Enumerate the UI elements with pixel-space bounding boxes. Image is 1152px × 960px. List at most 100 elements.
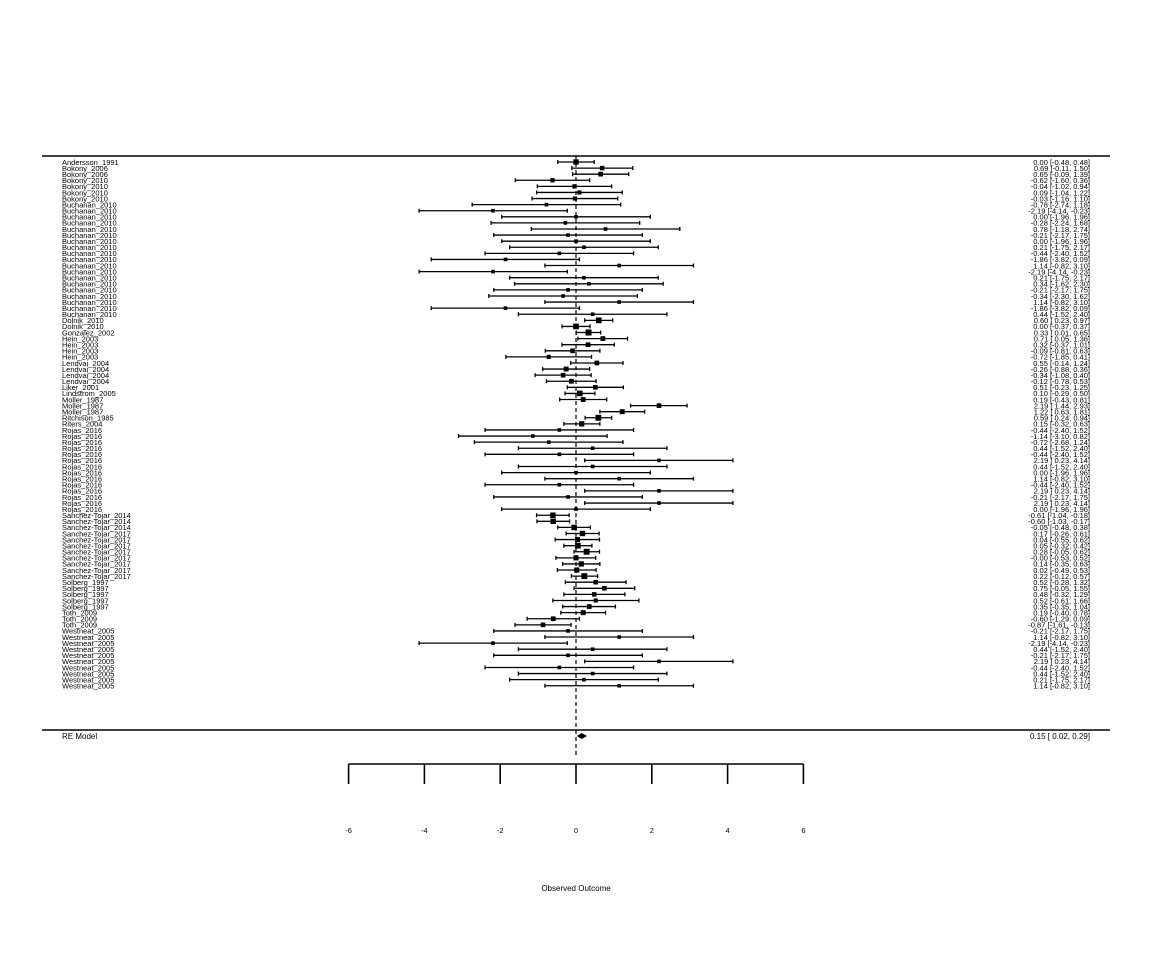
study-row: Buchanan_2010 1.14 [-0.82, 3.10] xyxy=(62,261,1090,270)
point-estimate xyxy=(550,616,556,622)
study-row: Moller_1987 1.22 [ 0.63, 1.81] xyxy=(62,407,1090,416)
study-estimate-text: -0.60 [-1.29, 0.09] xyxy=(1031,615,1090,624)
point-estimate xyxy=(544,202,549,207)
study-label: Rojas_2016 xyxy=(62,505,102,514)
point-estimate xyxy=(578,561,584,567)
point-estimate xyxy=(600,336,606,342)
study-label: Buchanan_2010 xyxy=(62,310,117,319)
study-label: Solberg_1997 xyxy=(62,602,109,611)
study-estimate-text: 0.00 [-1.96, 1.96] xyxy=(1033,505,1090,514)
study-label: Bokony_2010 xyxy=(62,176,108,185)
study-label: Dolnik_2010 xyxy=(62,322,104,331)
point-estimate xyxy=(560,372,566,378)
study-estimate-text: 2.19 [ 0.23, 4.14] xyxy=(1034,499,1090,508)
study-estimate-text: 0.10 [-0.29, 0.50] xyxy=(1033,389,1090,398)
study-label: Buchanan_2010 xyxy=(62,298,117,307)
point-estimate xyxy=(563,221,568,225)
point-estimate xyxy=(561,294,565,298)
x-tick-label: -4 xyxy=(421,826,428,835)
point-estimate xyxy=(573,323,579,330)
study-row: Hein_2003 0.32 [-0.37, 1.01] xyxy=(62,341,1090,350)
study-label: Sanchez-Tojar_2017 xyxy=(62,541,131,550)
study-estimate-text: -0.34 [-2.30, 1.62] xyxy=(1031,292,1090,301)
point-estimate xyxy=(582,245,586,250)
study-row: Liker_2001 0.51 [-0.23, 1.25] xyxy=(62,383,1090,392)
point-estimate xyxy=(503,257,508,262)
study-label: Westneat_2005 xyxy=(62,633,114,642)
point-estimate xyxy=(594,360,600,366)
study-estimate-text: 1.14 [-0.82, 3.10] xyxy=(1033,682,1090,691)
point-estimate xyxy=(583,548,590,555)
study-row: Rojas_2016 0.44 [-1.52, 2.40] xyxy=(62,444,1090,453)
study-row: Buchanan_2010 -2.19 [-4.14, -0.23] xyxy=(62,267,1090,276)
study-estimate-text: 2.19 [ 0.23, 4.14] xyxy=(1034,657,1090,666)
study-estimate-text: -0.05 [-0.48, 0.38] xyxy=(1031,523,1090,532)
study-estimate-text: 0.69 [-0.11, 1.50] xyxy=(1034,164,1090,173)
study-estimate-text: -0.44 [-2.40, 1.52] xyxy=(1031,481,1090,490)
point-estimate xyxy=(586,604,592,609)
point-estimate xyxy=(587,281,591,286)
study-estimate-text: -0.28 [-2.24, 1.68] xyxy=(1031,219,1090,228)
study-row: Westneat_2005 -0.44 [-2.40, 1.52] xyxy=(62,663,1090,672)
study-estimate-text: 0.02 [-0.49, 0.53] xyxy=(1033,566,1090,575)
point-estimate xyxy=(590,446,595,451)
study-label: Rojas_2016 xyxy=(62,493,102,502)
point-estimate xyxy=(581,573,588,580)
x-tick-label: -6 xyxy=(345,826,352,835)
study-label: Buchanan_2010 xyxy=(62,292,117,301)
point-estimate xyxy=(491,208,495,213)
study-label: Lendvai_2004 xyxy=(62,371,109,380)
study-row: Westneat_2005 -0.21 [-2.17, 1.75] xyxy=(62,651,1090,660)
point-estimate xyxy=(540,622,546,628)
point-estimate xyxy=(550,178,555,183)
study-estimate-text: 2.19 [ 0.23, 4.14] xyxy=(1034,456,1090,465)
study-row: Rojas_2016 -0.44 [-2.40, 1.52] xyxy=(62,450,1090,459)
study-row: Solberg_1997 0.35 [-0.35, 1.04] xyxy=(62,602,1090,611)
point-estimate xyxy=(557,665,562,670)
point-estimate xyxy=(566,288,570,292)
study-estimate-text: 0.00 [-1.96, 1.96] xyxy=(1033,237,1090,246)
study-label: Bokony_2010 xyxy=(62,188,108,197)
point-estimate xyxy=(557,251,562,256)
point-estimate xyxy=(574,215,578,219)
study-estimate-text: 0.52 [-0.28, 1.32] xyxy=(1033,578,1090,587)
point-estimate xyxy=(577,190,582,195)
study-label: Hein_2003 xyxy=(62,347,98,356)
study-estimate-text: -0.03 [-1.16, 1.10] xyxy=(1031,194,1090,203)
study-row: Hein_2003 -0.09 [-0.81, 0.63] xyxy=(62,347,1090,356)
study-row: Buchanan_2010 1.14 [-0.82, 3.10] xyxy=(62,298,1090,307)
study-row: Sanchez-Tojar_2014 -0.60 [-1.03, -0.17] xyxy=(62,517,1090,526)
point-estimate xyxy=(574,507,578,511)
study-label: Hein_2003 xyxy=(62,353,98,362)
study-row: Westneat_2005 1.14 [-0.82, 3.10] xyxy=(62,682,1090,691)
study-estimate-text: 0.00 [-0.37, 0.37] xyxy=(1033,322,1090,331)
point-estimate xyxy=(546,354,551,359)
study-estimate-text: 0.05 [-0.32, 0.42] xyxy=(1033,541,1090,550)
study-row: Andersson_1991 0.00 [-0.48, 0.48] xyxy=(62,158,1090,167)
study-row: Hein_2003 -0.72 [-1.85, 0.41] xyxy=(62,353,1090,362)
study-label: Sanchez-Tojar_2014 xyxy=(62,523,131,532)
study-estimate-text: -0.26 [-0.88, 0.36] xyxy=(1031,365,1090,374)
study-estimate-text: 0.51 [-0.23, 1.25] xyxy=(1033,383,1090,392)
study-estimate-text: -0.34 [-1.08, 0.40] xyxy=(1031,371,1090,380)
point-estimate xyxy=(585,342,591,348)
study-row: Bokony_2006 0.69 [-0.11, 1.50] xyxy=(62,164,1090,173)
study-label: Rojas_2016 xyxy=(62,426,102,435)
study-label: Sanchez-Tojar_2017 xyxy=(62,548,131,557)
point-estimate xyxy=(590,312,595,317)
study-label: Rojas_2016 xyxy=(62,474,102,483)
point-estimate xyxy=(574,567,580,573)
point-estimate xyxy=(570,348,575,354)
study-estimate-text: -0.04 [-1.02, 0.94] xyxy=(1031,182,1090,191)
study-estimate-text: -2.19 [-4.14, -0.23] xyxy=(1028,207,1090,216)
study-label: Westneat_2005 xyxy=(62,669,114,678)
study-label: Sanchez-Tojar_2014 xyxy=(62,517,131,526)
point-estimate xyxy=(491,269,495,274)
study-label: Westneat_2005 xyxy=(62,639,114,648)
study-estimate-text: 0.21 [-1.75, 2.17] xyxy=(1033,243,1090,252)
study-label: Andersson_1991 xyxy=(62,158,119,167)
study-row: Rojas_2016 0.44 [-1.52, 2.40] xyxy=(62,462,1090,471)
study-label: Buchanan_2010 xyxy=(62,231,117,240)
point-estimate xyxy=(566,233,570,237)
study-label: Liker_2001 xyxy=(62,383,99,392)
